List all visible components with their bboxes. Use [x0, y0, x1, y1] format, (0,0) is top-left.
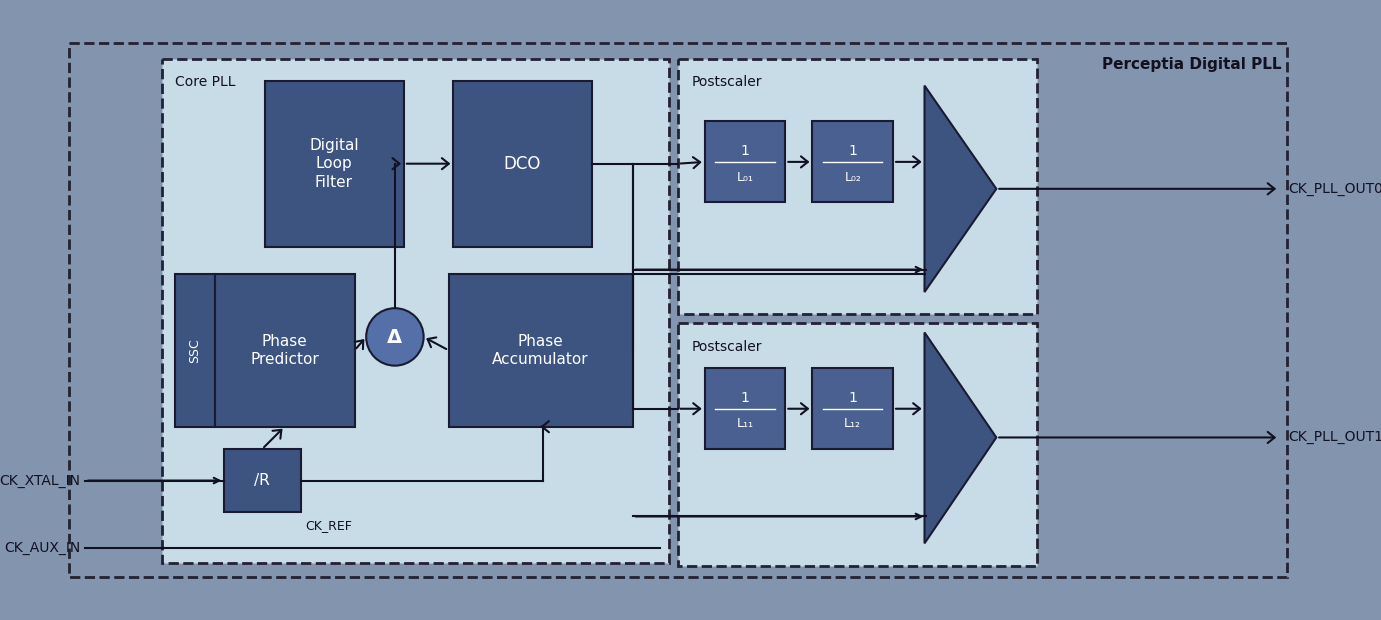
Text: L₀₂: L₀₂ — [844, 170, 862, 184]
Polygon shape — [924, 332, 996, 543]
Text: Postscaler: Postscaler — [690, 75, 762, 89]
Bar — [162, 59, 668, 563]
Text: Perceptia Digital PLL: Perceptia Digital PLL — [1102, 57, 1282, 72]
Text: DCO: DCO — [504, 154, 541, 173]
Bar — [453, 81, 592, 247]
Text: /R: /R — [254, 473, 269, 488]
Text: Phase
Predictor: Phase Predictor — [250, 334, 319, 367]
Text: Phase
Accumulator: Phase Accumulator — [492, 334, 588, 367]
Bar — [704, 122, 786, 202]
Text: 1: 1 — [848, 144, 858, 158]
Bar — [215, 274, 355, 427]
Text: Δ: Δ — [387, 329, 402, 347]
Text: CK_PLL_OUT0: CK_PLL_OUT0 — [1288, 182, 1381, 196]
Text: L₁₁: L₁₁ — [736, 417, 754, 430]
Text: CK_XTAL_IN: CK_XTAL_IN — [0, 474, 80, 487]
Text: L₀₁: L₀₁ — [736, 170, 754, 184]
Bar — [265, 81, 403, 247]
Circle shape — [366, 308, 424, 366]
Bar — [449, 274, 632, 427]
Bar — [678, 324, 1037, 566]
Text: Digital
Loop
Filter: Digital Loop Filter — [309, 138, 359, 190]
Text: Core PLL: Core PLL — [175, 75, 236, 89]
Text: 1: 1 — [740, 144, 750, 158]
Polygon shape — [924, 86, 996, 292]
Text: 1: 1 — [848, 391, 858, 405]
Bar — [704, 368, 786, 449]
Text: CK_PLL_OUT1: CK_PLL_OUT1 — [1288, 430, 1381, 445]
Bar — [224, 449, 301, 512]
Text: 1: 1 — [740, 391, 750, 405]
Bar — [678, 59, 1037, 314]
Bar — [812, 368, 894, 449]
Bar — [175, 274, 215, 427]
Text: Postscaler: Postscaler — [690, 340, 762, 353]
Text: CK_AUX_IN: CK_AUX_IN — [4, 541, 80, 555]
Text: SSC: SSC — [188, 338, 202, 363]
Bar — [812, 122, 894, 202]
Text: CK_REF: CK_REF — [305, 519, 352, 532]
Text: L₁₂: L₁₂ — [844, 417, 862, 430]
